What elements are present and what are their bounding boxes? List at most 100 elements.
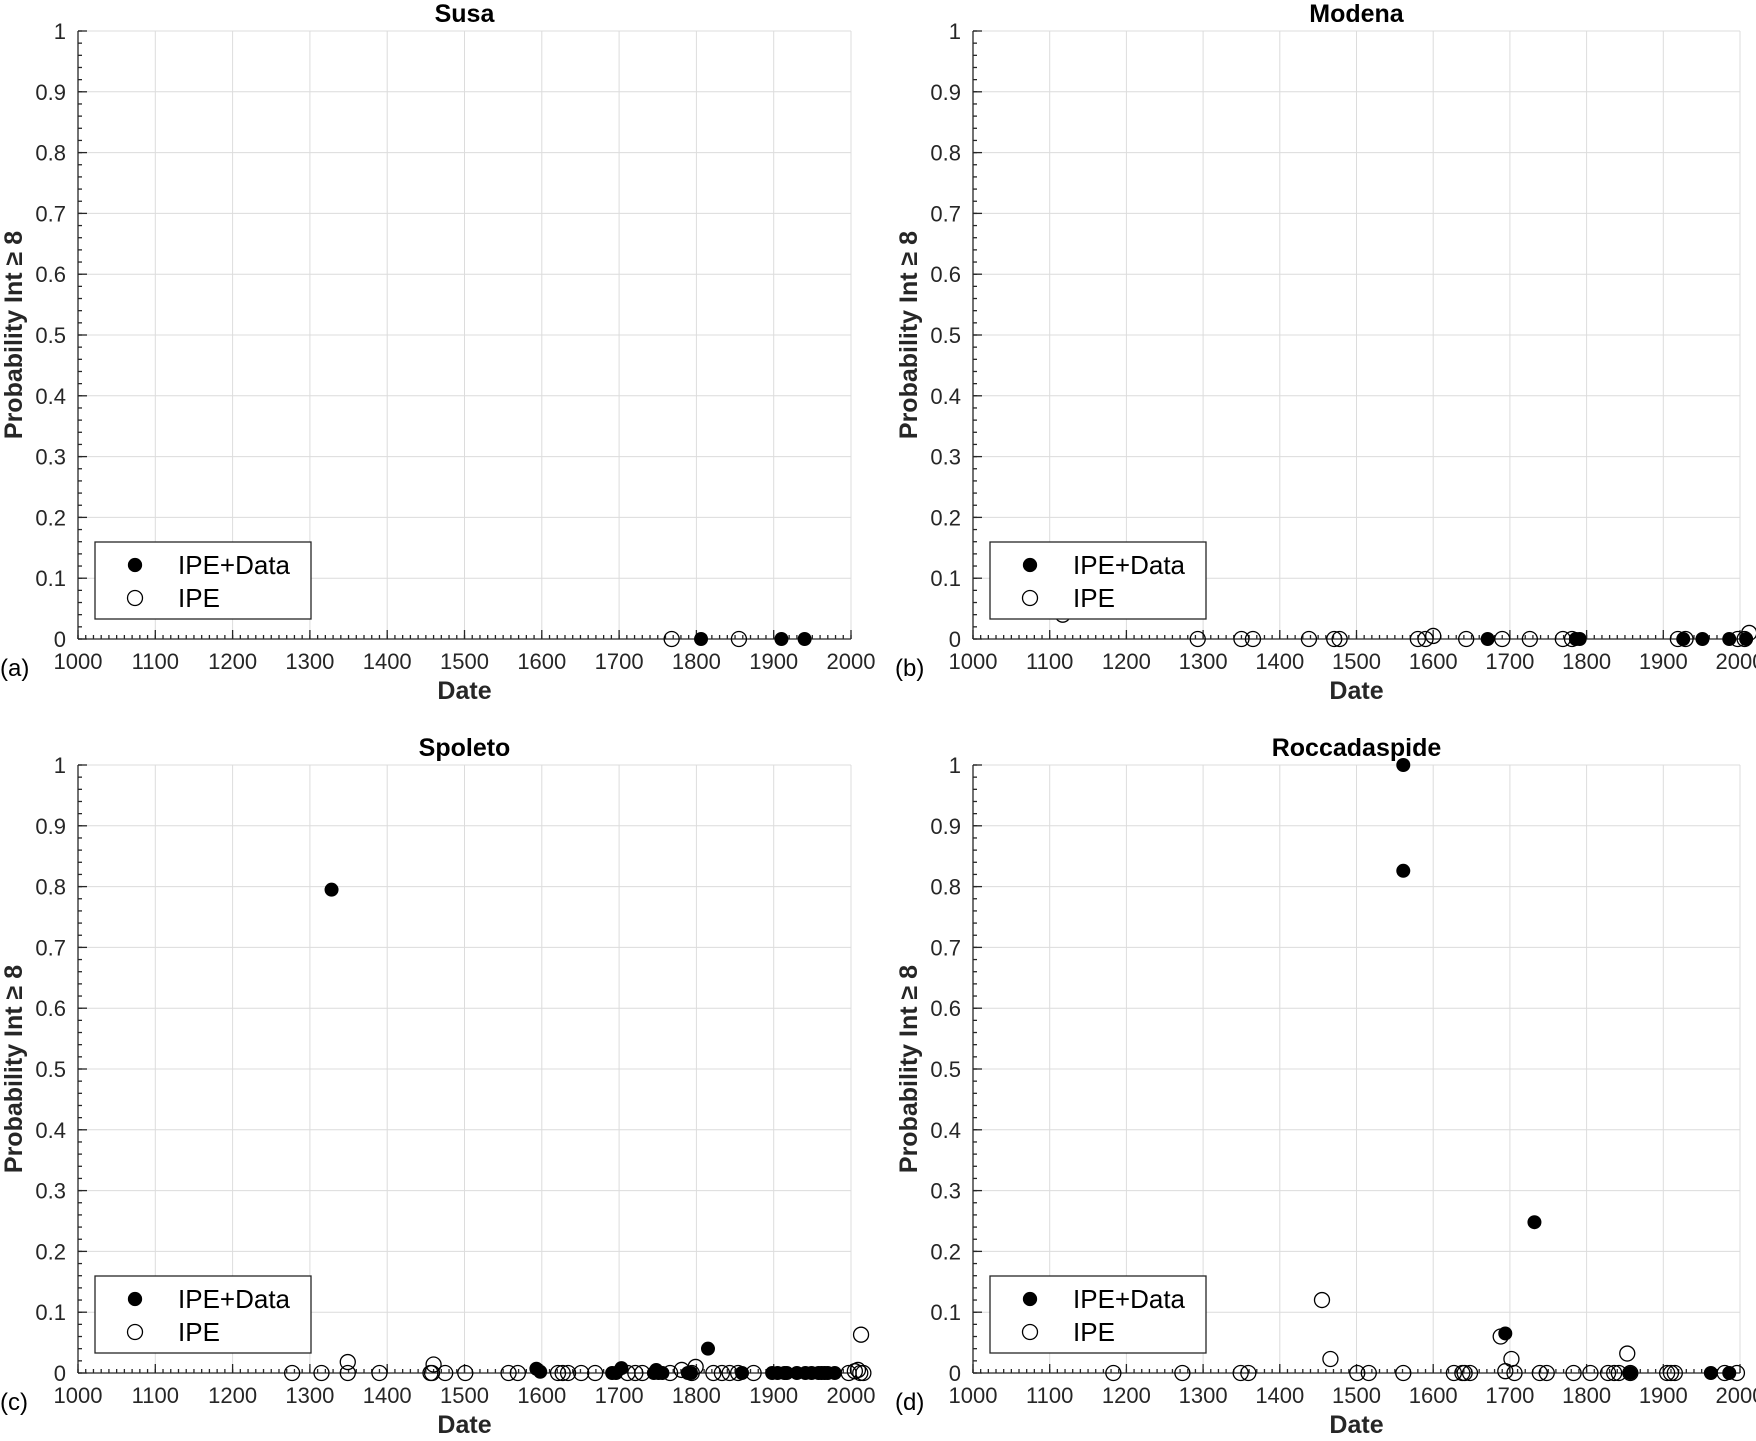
- legend-filled-marker: [1022, 557, 1038, 573]
- x-tick-label: 1100: [132, 649, 179, 674]
- x-tick-label: 1400: [363, 649, 412, 674]
- x-tick-label: 1000: [949, 1383, 998, 1408]
- x-axis-label: Date: [1329, 1411, 1383, 1439]
- y-tick-label: 0.7: [35, 201, 66, 226]
- legend-open-marker: [126, 589, 144, 607]
- x-tick-label: 1500: [1332, 1383, 1381, 1408]
- y-tick-label: 0.1: [35, 1300, 66, 1325]
- ipe-point: [1349, 1364, 1366, 1382]
- x-tick-label: 1200: [208, 1383, 257, 1408]
- x-tick-label: 1100: [1026, 649, 1073, 674]
- y-tick-label: 0: [949, 1361, 961, 1386]
- ipe-point: [1669, 630, 1687, 648]
- y-tick-label: 0.9: [930, 814, 961, 839]
- x-tick-label: 1900: [749, 1383, 798, 1408]
- ipe-data-point: [324, 882, 339, 897]
- y-tick-label: 0.2: [35, 1239, 66, 1264]
- legend-box: [94, 541, 312, 620]
- ipe-point: [1395, 1364, 1412, 1382]
- ipe-point: [1506, 1364, 1523, 1382]
- legend-entry-label: IPE+Data: [1073, 550, 1186, 580]
- ipe-point: [1677, 630, 1694, 648]
- x-tick-label: 1600: [1409, 1383, 1458, 1408]
- ipe-point: [1492, 1328, 1509, 1345]
- legend-open-marker: [1021, 589, 1039, 607]
- ipe-point: [573, 1364, 590, 1382]
- x-tick-label: 1800: [1562, 649, 1611, 674]
- y-tick-label: 0.4: [930, 384, 961, 409]
- ipe-data-point: [827, 1366, 842, 1380]
- ipe-point: [371, 1364, 388, 1382]
- ipe-point: [687, 1358, 704, 1376]
- ipe-point: [457, 1364, 474, 1382]
- ipe-point: [1417, 630, 1434, 648]
- ipe-point: [1322, 1350, 1339, 1368]
- ipe-point: [705, 1364, 722, 1382]
- y-tick-label: 0.6: [35, 996, 66, 1021]
- y-tick-label: 0.8: [930, 141, 961, 166]
- ipe-point: [339, 1353, 356, 1371]
- legend-box: [989, 541, 1207, 620]
- chart-title: Roccadaspide: [1272, 734, 1442, 762]
- ipe-point: [1461, 1364, 1479, 1382]
- y-tick-label: 0.6: [35, 262, 66, 287]
- y-tick-label: 0.5: [930, 1057, 961, 1082]
- x-tick-label: 1900: [1639, 649, 1688, 674]
- y-tick-label: 0.8: [35, 141, 66, 166]
- ipe-point: [1232, 1364, 1249, 1382]
- ipe-point: [1458, 630, 1475, 648]
- x-tick-label: 1300: [1179, 649, 1228, 674]
- ipe-point: [423, 1364, 441, 1382]
- ipe-point: [1565, 1364, 1582, 1382]
- ipe-point: [1360, 1364, 1377, 1382]
- panel-d-roccadaspide: 1000 1100 1200 1300 1400 1500 1600 1700 1800 1900…: [895, 734, 1756, 1439]
- ipe-point: [1622, 1364, 1639, 1382]
- ipe-point: [1445, 1364, 1463, 1382]
- ipe-point: [1174, 1364, 1191, 1382]
- x-tick-label: 1200: [208, 649, 257, 674]
- y-tick-label: 0.5: [35, 323, 66, 348]
- y-tick-label: 0: [54, 627, 66, 652]
- ipe-point: [1244, 630, 1262, 648]
- y-tick-label: 0.3: [930, 1179, 961, 1204]
- ipe-data-point: [1722, 632, 1737, 646]
- ipe-point: [1521, 630, 1538, 648]
- ipe-point: [509, 1364, 526, 1382]
- ipe-point: [1494, 630, 1511, 648]
- x-tick-label: 1400: [363, 1383, 412, 1408]
- y-tick-label: 0.9: [35, 814, 66, 839]
- ipe-point: [745, 1364, 762, 1382]
- y-tick-label: 0.6: [930, 262, 961, 287]
- legend-open-marker: [126, 1323, 144, 1341]
- y-tick-label: 1: [54, 753, 66, 778]
- ipe-point: [1728, 1364, 1746, 1382]
- legend-entry-label: IPE: [1073, 583, 1115, 613]
- ipe-point: [634, 1364, 651, 1382]
- x-tick-label: 1200: [1102, 1383, 1151, 1408]
- y-tick-label: 1: [54, 19, 66, 44]
- x-tick-label: 1800: [672, 649, 721, 674]
- y-tick-label: 0.7: [930, 935, 961, 960]
- legend-entry-label: IPE+Data: [178, 1284, 291, 1314]
- y-tick-label: 1: [949, 753, 961, 778]
- y-tick-label: 0.4: [35, 384, 66, 409]
- y-tick-label: 0.4: [35, 1118, 66, 1143]
- x-tick-label: 1600: [1409, 649, 1458, 674]
- x-tick-label: 1200: [1102, 649, 1151, 674]
- panel-letter: (a): [0, 655, 29, 682]
- y-tick-label: 1: [949, 19, 961, 44]
- legend-box: [94, 1275, 312, 1354]
- ipe-point: [437, 1364, 454, 1382]
- ipe-point: [1409, 630, 1427, 648]
- ipe-point: [339, 1364, 356, 1382]
- ipe-data-point: [700, 1341, 715, 1356]
- ipe-point: [713, 1364, 731, 1382]
- y-tick-label: 0.6: [930, 996, 961, 1021]
- ipe-data-point: [1703, 1366, 1718, 1380]
- ipe-data-point: [1396, 863, 1411, 878]
- ipe-point: [1300, 630, 1318, 648]
- ipe-point: [852, 1364, 869, 1382]
- x-tick-label: 1500: [440, 1383, 489, 1408]
- ipe-point: [1582, 1364, 1599, 1382]
- ipe-point: [313, 1364, 330, 1382]
